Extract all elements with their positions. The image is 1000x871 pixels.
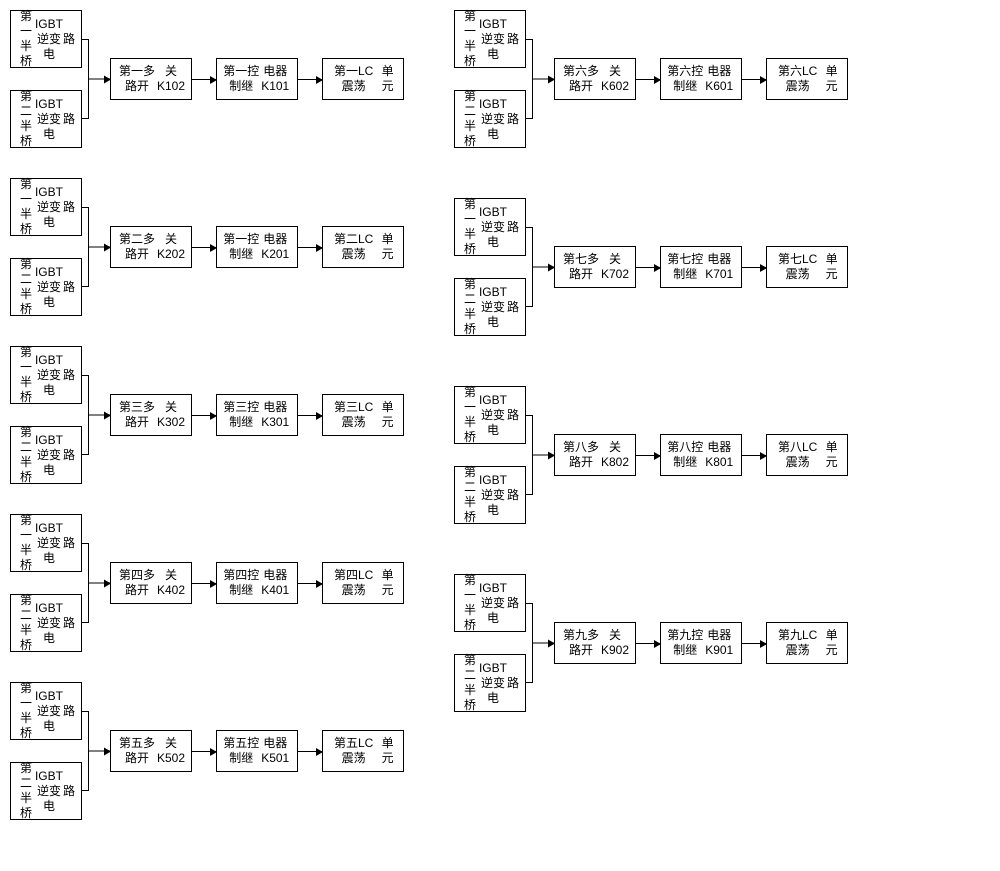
arrow [636, 79, 660, 80]
lc-oscillator: 第八LC震荡单元 [766, 434, 848, 476]
igbt-inverter-1: 第一半桥IGBT逆变电路 [10, 346, 82, 404]
merge-junction [526, 574, 554, 712]
multiway-switch: 第六多路开关K602 [554, 58, 636, 100]
igbt-inverter-2: 第二半桥IGBT逆变电路 [10, 594, 82, 652]
lc-oscillator: 第三LC震荡单元 [322, 394, 404, 436]
control-relay: 第一控制继电器K101 [216, 58, 298, 100]
merge-junction [82, 346, 110, 484]
igbt-inverter-2: 第二半桥IGBT逆变电路 [10, 426, 82, 484]
arrow [742, 267, 766, 268]
igbt-inverter-2: 第二半桥IGBT逆变电路 [454, 90, 526, 148]
lc-oscillator: 第四LC震荡单元 [322, 562, 404, 604]
circuit-group: 第一半桥IGBT逆变电路第二半桥IGBT逆变电路第三多路开关K302 第三控制继电… [10, 346, 404, 484]
control-relay: 第一控制继电器K201 [216, 226, 298, 268]
arrow [742, 455, 766, 456]
control-relay: 第七控制继电器K701 [660, 246, 742, 288]
multiway-switch: 第四多路开关K402 [110, 562, 192, 604]
control-relay: 第八控制继电器K801 [660, 434, 742, 476]
circuit-group: 第一半桥IGBT逆变电路第二半桥IGBT逆变电路第五多路开关K502 第五控制继电… [10, 682, 404, 820]
control-relay: 第三控制继电器K301 [216, 394, 298, 436]
multiway-switch: 第九多路开关K902 [554, 622, 636, 664]
multiway-switch: 第三多路开关K302 [110, 394, 192, 436]
arrow [192, 79, 216, 80]
igbt-inverter-1: 第一半桥IGBT逆变电路 [10, 10, 82, 68]
control-relay: 第五控制继电器K501 [216, 730, 298, 772]
circuit-group: 第一半桥IGBT逆变电路第二半桥IGBT逆变电路第八多路开关K802 第八控制继电… [454, 386, 848, 524]
circuit-group: 第一半桥IGBT逆变电路第二半桥IGBT逆变电路第七多路开关K702 第七控制继电… [454, 198, 848, 336]
control-relay: 第四控制继电器K401 [216, 562, 298, 604]
merge-junction [82, 178, 110, 316]
igbt-inverter-2: 第二半桥IGBT逆变电路 [10, 258, 82, 316]
arrow [636, 455, 660, 456]
lc-oscillator: 第五LC震荡单元 [322, 730, 404, 772]
igbt-inverter-2: 第二半桥IGBT逆变电路 [10, 90, 82, 148]
merge-junction [526, 386, 554, 524]
arrow [192, 415, 216, 416]
arrow [636, 643, 660, 644]
circuit-group: 第一半桥IGBT逆变电路第二半桥IGBT逆变电路第六多路开关K602 第六控制继电… [454, 10, 848, 148]
arrow [192, 751, 216, 752]
circuit-group: 第一半桥IGBT逆变电路第二半桥IGBT逆变电路第一多路开关K102 第一控制继电… [10, 10, 404, 148]
circuit-group: 第一半桥IGBT逆变电路第二半桥IGBT逆变电路第四多路开关K402 第四控制继电… [10, 514, 404, 652]
multiway-switch: 第七多路开关K702 [554, 246, 636, 288]
lc-oscillator: 第九LC震荡单元 [766, 622, 848, 664]
merge-junction [82, 10, 110, 148]
lc-oscillator: 第一LC震荡单元 [322, 58, 404, 100]
control-relay: 第九控制继电器K901 [660, 622, 742, 664]
block-diagram: 第一半桥IGBT逆变电路第二半桥IGBT逆变电路第一多路开关K102第一控制继电… [10, 10, 990, 861]
arrow [742, 643, 766, 644]
igbt-inverter-2: 第二半桥IGBT逆变电路 [454, 278, 526, 336]
multiway-switch: 第一多路开关K102 [110, 58, 192, 100]
igbt-inverter-1: 第一半桥IGBT逆变电路 [10, 178, 82, 236]
circuit-group: 第一半桥IGBT逆变电路第二半桥IGBT逆变电路第二多路开关K202 第一控制继电… [10, 178, 404, 316]
arrow [742, 79, 766, 80]
igbt-inverter-1: 第一半桥IGBT逆变电路 [454, 198, 526, 256]
arrow [192, 247, 216, 248]
merge-junction [526, 198, 554, 336]
left-column: 第一半桥IGBT逆变电路第二半桥IGBT逆变电路第一多路开关K102第一控制继电… [10, 10, 404, 820]
igbt-inverter-1: 第一半桥IGBT逆变电路 [10, 682, 82, 740]
multiway-switch: 第五多路开关K502 [110, 730, 192, 772]
igbt-inverter-1: 第一半桥IGBT逆变电路 [454, 574, 526, 632]
right-column: 第一半桥IGBT逆变电路第二半桥IGBT逆变电路第六多路开关K602第六控制继电… [454, 10, 848, 820]
arrow [636, 267, 660, 268]
igbt-inverter-1: 第一半桥IGBT逆变电路 [454, 386, 526, 444]
lc-oscillator: 第七LC震荡单元 [766, 246, 848, 288]
lc-oscillator: 第二LC震荡单元 [322, 226, 404, 268]
merge-junction [526, 10, 554, 148]
merge-junction [82, 514, 110, 652]
merge-junction [82, 682, 110, 820]
arrow [298, 247, 322, 248]
arrow [192, 583, 216, 584]
igbt-inverter-2: 第二半桥IGBT逆变电路 [10, 762, 82, 820]
arrow [298, 751, 322, 752]
control-relay: 第六控制继电器K601 [660, 58, 742, 100]
igbt-inverter-1: 第一半桥IGBT逆变电路 [10, 514, 82, 572]
multiway-switch: 第二多路开关K202 [110, 226, 192, 268]
lc-oscillator: 第六LC震荡单元 [766, 58, 848, 100]
arrow [298, 79, 322, 80]
circuit-group: 第一半桥IGBT逆变电路第二半桥IGBT逆变电路第九多路开关K902 第九控制继电… [454, 574, 848, 712]
arrow [298, 583, 322, 584]
arrow [298, 415, 322, 416]
igbt-inverter-2: 第二半桥IGBT逆变电路 [454, 654, 526, 712]
igbt-inverter-1: 第一半桥IGBT逆变电路 [454, 10, 526, 68]
multiway-switch: 第八多路开关K802 [554, 434, 636, 476]
igbt-inverter-2: 第二半桥IGBT逆变电路 [454, 466, 526, 524]
